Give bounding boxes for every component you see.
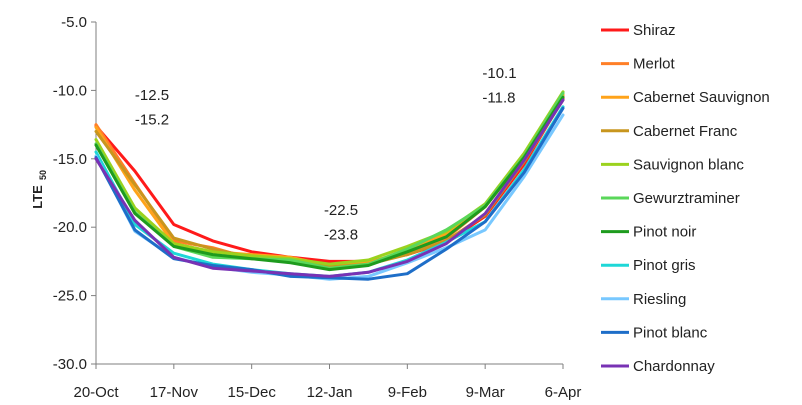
legend-label-pinot-noir: Pinot noir (633, 224, 696, 241)
legend-label-pinot-blanc: Pinot blanc (633, 324, 708, 341)
x-tick-label: 17-Nov (150, 384, 199, 400)
x-tick-label: 9-Mar (466, 384, 505, 400)
series-line-pinot-noir (94, 95, 565, 272)
series-layer (94, 90, 565, 281)
x-tick-label: 20-Oct (73, 384, 119, 400)
x-tick-label: 12-Jan (307, 384, 353, 400)
y-tick-label: -30.0 (53, 356, 87, 373)
x-tick-label: 9-Feb (388, 384, 427, 400)
y-tick-label: -10.0 (53, 82, 87, 99)
legend-label-shiraz: Shiraz (633, 22, 676, 39)
y-axis-label: LTE 50 (30, 170, 48, 209)
legend-label-merlot: Merlot (633, 56, 676, 73)
annotation-label: -15.2 (135, 112, 169, 129)
legend-label-riesling: Riesling (633, 291, 686, 308)
annotation-label: -11.8 (482, 90, 515, 107)
y-tick-label: -20.0 (53, 219, 87, 236)
annotation-label: -10.1 (482, 65, 516, 82)
x-tick-label: 6-Apr (545, 384, 582, 400)
legend-label-sauvignon-blanc: Sauvignon blanc (633, 156, 744, 173)
legend-label-pinot-gris: Pinot gris (633, 257, 696, 274)
y-tick-label: -15.0 (53, 151, 87, 168)
legend-label-cabernet-franc: Cabernet Franc (633, 123, 738, 140)
annotation-label: -22.5 (324, 202, 358, 219)
annotation-label: -23.8 (324, 227, 358, 244)
y-axis-title-subscript: 50 (38, 170, 48, 180)
y-tick-label: -25.0 (53, 288, 87, 305)
legend-label-chardonnay: Chardonnay (633, 358, 715, 375)
legend: Shiraz Merlot Cabernet Sauvignon Cabernet F… (601, 22, 770, 375)
y-tick-label: -5.0 (61, 14, 87, 31)
x-tick-label: 15-Dec (227, 384, 276, 400)
legend-label-cabernet-sauvignon: Cabernet Sauvignon (633, 89, 770, 106)
legend-label-gewurztraminer: Gewurztraminer (633, 190, 740, 207)
axes: -5.0 -10.0 -15.0 -20.0 -25.0 -30.0 20-Oct 17-No… (53, 14, 582, 401)
annotations: -12.5 -15.2 -22.5 -23.8 -10.1 -11.8 (135, 65, 517, 243)
series-line-chardonnay (94, 98, 565, 278)
annotation-label: -12.5 (135, 87, 169, 104)
y-axis-title: LTE (30, 185, 45, 209)
